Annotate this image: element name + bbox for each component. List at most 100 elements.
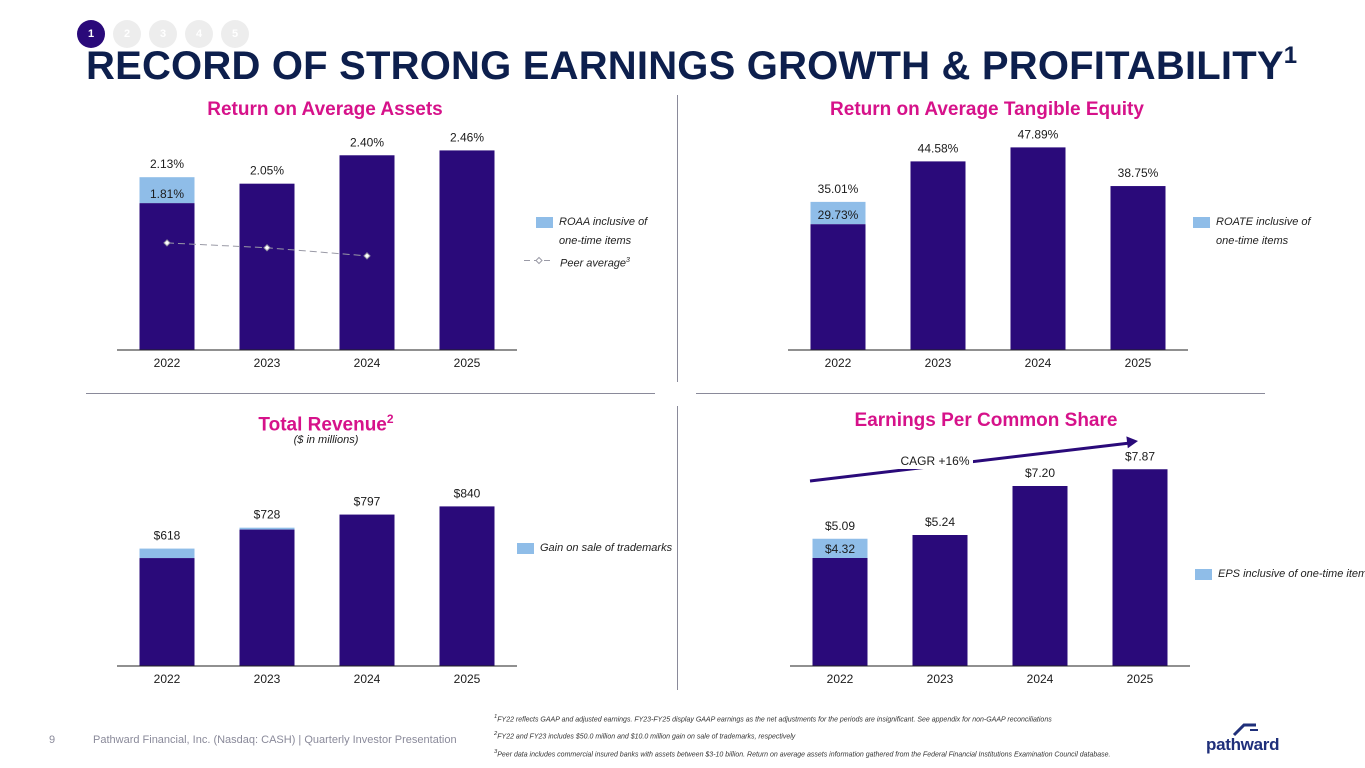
roaa-peer-average-point-2023 <box>263 244 271 252</box>
footnote-2: 2FY22 and FY23 includes $50.0 million an… <box>494 730 1194 741</box>
nav-dot-3[interactable]: 3 <box>149 20 177 48</box>
revenue-value-label-2024: $797 <box>354 495 381 509</box>
footnote-3-text: Peer data includes commercial insured ba… <box>497 750 1111 758</box>
roate-category-label-2025: 2025 <box>1125 356 1152 370</box>
footnote-2-ref: 2 <box>494 731 498 738</box>
revenue-category-label-2024: 2024 <box>354 672 381 686</box>
revenue-subtitle: ($ in millions) <box>293 434 359 446</box>
roaa-legend-label: ROAA inclusive of one-time items <box>559 216 648 247</box>
vertical-divider-bottom <box>677 406 678 690</box>
roaa-category-label-2025: 2025 <box>454 356 481 370</box>
page-title: RECORD OF STRONG EARNINGS GROWTH & PROFI… <box>86 42 1298 89</box>
revenue-bar-2023 <box>239 529 295 666</box>
eps-category-label-2024: 2024 <box>1027 672 1054 686</box>
footnote-3: 3Peer data includes commercial insured b… <box>494 748 1194 759</box>
footnote-1: 1FY22 reflects GAAP and adjusted earning… <box>494 713 1194 724</box>
nav-dot-5[interactable]: 5 <box>221 20 249 48</box>
revenue-category-label-2025: 2025 <box>454 672 481 686</box>
page-title-footnote-ref: 1 <box>1283 42 1298 69</box>
eps-value-label-2025: $7.87 <box>1125 449 1155 463</box>
roate-legend-item: ROATE inclusive of one-time items <box>1193 213 1326 251</box>
footnote-1-ref: 1 <box>494 714 498 720</box>
eps-category-label-2023: 2023 <box>927 672 954 686</box>
revenue-bar-onetime-2022 <box>139 548 195 559</box>
eps-bar-onetime-2022 <box>812 538 868 558</box>
revenue-value-label-2025: $840 <box>454 486 481 500</box>
revenue-category-label-2023: 2023 <box>254 672 281 686</box>
eps-category-label-2022: 2022 <box>827 672 854 686</box>
eps-title: Earnings Per Common Share <box>854 410 1118 431</box>
revenue-bar-onetime-2023 <box>239 527 295 530</box>
eps-cagr-label-bg <box>897 453 973 469</box>
peer-average-legend-text: Peer average <box>560 257 627 270</box>
revenue-legend-item: Gain on sale of trademarks <box>517 539 672 558</box>
eps-bar-2022 <box>812 558 868 666</box>
nav-dot-4[interactable]: 4 <box>185 20 213 48</box>
revenue-title: Total Revenue2 <box>258 412 393 436</box>
roate-category-label-2022: 2022 <box>825 356 852 370</box>
roate-bar-onetime-2022 <box>810 201 866 225</box>
peer-average-legend-label: Peer average3 <box>560 251 630 274</box>
roaa-base-label-2022: 1.81% <box>150 187 184 201</box>
eps-value-label-2024: $7.20 <box>1025 466 1055 480</box>
roaa-legend-item-1: ROAA inclusive of one-time items <box>536 213 669 251</box>
roate-title: Return on Average Tangible Equity <box>830 99 1144 120</box>
horizontal-divider-left <box>86 393 655 394</box>
roate-value-label-2023: 44.58% <box>918 141 959 155</box>
pathward-logo: pathward <box>1206 723 1292 755</box>
eps-chart: $5.09 $4.32 2022 $5.24 2023 $7.20 2024 $7.87 202… <box>790 436 1190 686</box>
roaa-value-label-2023: 2.05% <box>250 164 284 178</box>
footnotes: 1FY22 reflects GAAP and adjusted earning… <box>494 713 1194 765</box>
roaa-category-label-2023: 2023 <box>254 356 281 370</box>
revenue-chart: $618 2022 $728 2023 $797 2024 $840 2025 <box>117 486 517 686</box>
roaa-value-label-2022: 2.13% <box>150 157 184 171</box>
roaa-value-label-2025: 2.46% <box>450 130 484 144</box>
roate-bar-2023 <box>910 161 966 350</box>
nav-dot-2[interactable]: 2 <box>113 20 141 48</box>
eps-bar-2025 <box>1112 469 1168 666</box>
page-title-text: RECORD OF STRONG EARNINGS GROWTH & PROFI… <box>86 44 1284 88</box>
eps-legend-swatch <box>1195 569 1212 580</box>
footnote-1-text: FY22 reflects GAAP and adjusted earnings… <box>497 716 1052 724</box>
roaa-bar-2025 <box>439 150 495 350</box>
roate-bar-2025 <box>1110 186 1166 350</box>
roaa-value-label-2024: 2.40% <box>350 135 384 149</box>
horizontal-divider-right <box>696 393 1265 394</box>
roate-value-label-2022: 35.01% <box>818 182 859 196</box>
roate-value-label-2024: 47.89% <box>1018 127 1059 141</box>
roaa-legend-swatch <box>536 217 553 228</box>
eps-cagr-arrow-head <box>1126 436 1138 449</box>
revenue-category-label-2022: 2022 <box>154 672 181 686</box>
revenue-legend-swatch <box>517 543 534 554</box>
roaa-chart: 2.13% 1.81% 2022 2.05% 2023 2.40% 2024 2.46% 202… <box>117 130 517 370</box>
eps-base-label-2022: $4.32 <box>825 542 855 556</box>
revenue-legend-label: Gain on sale of trademarks <box>540 542 673 554</box>
logo-text: pathward <box>1206 735 1280 754</box>
eps-cagr-label: CAGR +16% <box>900 454 969 468</box>
revenue-bar-2025 <box>439 506 495 666</box>
roaa-bar-2023 <box>239 183 295 350</box>
eps-legend-label: EPS inclusive of one-time items <box>1218 568 1365 580</box>
eps-legend-item: EPS inclusive of one-time items <box>1195 565 1365 584</box>
footer-company: Pathward Financial, Inc. (Nasdaq: CASH) … <box>93 734 457 746</box>
roaa-bar-2022 <box>139 203 195 350</box>
roate-bar-2024 <box>1010 147 1066 350</box>
section-nav: 1 2 3 4 5 <box>77 20 249 48</box>
roaa-peer-average-point-2022 <box>163 239 171 247</box>
roate-chart: 35.01% 29.73% 2022 44.58% 2023 47.89% 2024 38.7… <box>788 127 1188 370</box>
roaa-title: Return on Average Assets <box>207 99 443 120</box>
nav-dot-1[interactable]: 1 <box>77 20 105 48</box>
roaa-peer-average-point-2024 <box>363 252 371 260</box>
roate-value-label-2025: 38.75% <box>1118 166 1159 180</box>
revenue-title-footnote-ref: 2 <box>386 412 394 426</box>
peer-average-legend-icon <box>524 256 554 265</box>
revenue-value-label-2023: $728 <box>254 508 281 522</box>
eps-bar-2024 <box>1012 486 1068 666</box>
roate-legend-swatch <box>1193 217 1210 228</box>
roate-category-label-2023: 2023 <box>925 356 952 370</box>
footnote-3-ref: 3 <box>494 748 498 755</box>
page-number: 9 <box>49 734 56 746</box>
roate-legend-label: ROATE inclusive of one-time items <box>1216 216 1311 247</box>
roate-bar-2022 <box>810 224 866 350</box>
logo-chevron-icon <box>1232 723 1258 737</box>
